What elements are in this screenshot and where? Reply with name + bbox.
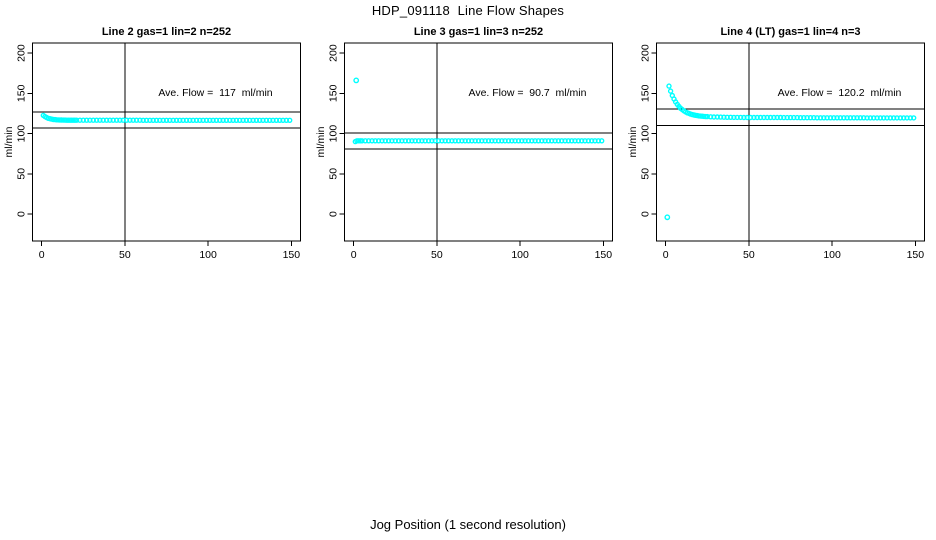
- plot-2-frame: [344, 42, 613, 242]
- outlier-point: [664, 214, 671, 221]
- plot-2-y-axis: 0 50 100 150 200: [328, 44, 345, 217]
- plot-1-ave-flow-annotation: Ave. Flow = 117 ml/min: [158, 87, 273, 99]
- shared-x-axis-label: Jog Position (1 second resolution): [370, 517, 566, 532]
- x-tick-label: 0: [39, 249, 45, 261]
- x-tick-label: 0: [663, 249, 669, 261]
- x-tick-label: 150: [907, 249, 925, 261]
- plot-1-frame: [32, 42, 301, 242]
- y-tick-label: 50: [16, 168, 28, 180]
- x-tick-label: 0: [351, 249, 357, 261]
- x-tick-label: 50: [119, 249, 131, 261]
- plot-1-y-axis-label: ml/min: [2, 126, 15, 158]
- plot-3-title: Line 4 (LT) gas=1 lin=4 n=3: [720, 26, 861, 38]
- plot-1-y-axis: 0 50 100 150 200: [16, 44, 33, 217]
- y-tick-label: 100: [640, 125, 652, 143]
- x-tick-label: 100: [823, 249, 841, 261]
- y-tick-label: 0: [640, 211, 652, 217]
- x-tick-label: 100: [199, 249, 217, 261]
- y-tick-label: 0: [16, 211, 28, 217]
- y-tick-label: 150: [640, 84, 652, 102]
- x-tick-label: 150: [595, 249, 613, 261]
- plot-2-y-axis-label: ml/min: [314, 126, 327, 158]
- plot-2-data-points: [352, 77, 605, 145]
- y-tick-label: 150: [16, 84, 28, 102]
- plot-1-x-axis: 0 50 100 150: [39, 241, 301, 261]
- plot-2-x-axis: 0 50 100 150: [351, 241, 613, 261]
- plot-2-title: Line 3 gas=1 lin=3 n=252: [413, 26, 544, 38]
- y-tick-label: 50: [640, 168, 652, 180]
- y-tick-label: 150: [328, 84, 340, 102]
- plot-3-frame: [656, 42, 925, 242]
- plot-1-reference-lines: [32, 43, 301, 241]
- x-tick-label: 50: [431, 249, 443, 261]
- y-tick-label: 50: [328, 168, 340, 180]
- y-tick-label: 0: [328, 211, 340, 217]
- y-tick-label: 100: [328, 125, 340, 143]
- y-tick-label: 200: [16, 44, 28, 62]
- plot-3-data-points: [664, 83, 917, 221]
- y-tick-label: 200: [328, 44, 340, 62]
- plot-3-y-axis: 0 50 100 150 200: [640, 44, 657, 217]
- plot-1-title: Line 2 gas=1 lin=2 n=252: [101, 26, 232, 38]
- plot-1-data-points: [40, 112, 293, 124]
- plot-3-y-axis-label: ml/min: [626, 126, 639, 158]
- x-tick-label: 100: [511, 249, 529, 261]
- x-tick-label: 150: [283, 249, 301, 261]
- y-tick-label: 100: [16, 125, 28, 143]
- x-tick-label: 50: [743, 249, 755, 261]
- figure-main-title: HDP_091118 Line Flow Shapes: [371, 3, 565, 18]
- plot-3-reference-lines: [656, 43, 925, 241]
- y-tick-label: 200: [640, 44, 652, 62]
- plot-3-ave-flow-annotation: Ave. Flow = 120.2 ml/min: [777, 87, 902, 99]
- outlier-point: [353, 77, 360, 84]
- plot-2-ave-flow-annotation: Ave. Flow = 90.7 ml/min: [468, 87, 587, 99]
- plot-3-x-axis: 0 50 100 150: [663, 241, 925, 261]
